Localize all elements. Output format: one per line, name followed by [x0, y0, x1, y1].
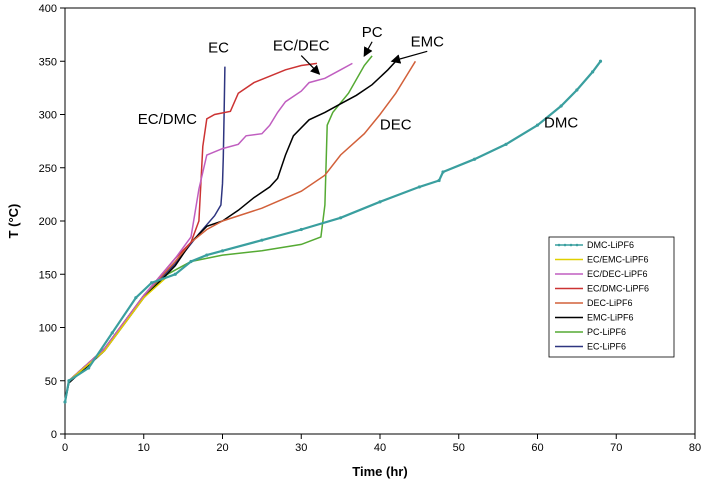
- data-point: [63, 400, 67, 404]
- legend-entry: DMC-LiPF6: [587, 240, 634, 250]
- data-point: [504, 142, 508, 146]
- data-point: [472, 157, 477, 161]
- x-axis-title: Time (hr): [352, 464, 407, 479]
- data-point: [150, 281, 154, 285]
- x-tick-label: 20: [216, 442, 228, 454]
- y-tick-label: 400: [39, 3, 57, 15]
- y-tick-label: 50: [45, 376, 57, 388]
- y-tick-label: 350: [39, 56, 57, 68]
- series-line-ec-dec-lipf6: [64, 62, 353, 403]
- data-point: [378, 200, 382, 204]
- legend-marker: [563, 243, 567, 247]
- x-tick-label: 70: [610, 442, 622, 454]
- x-tick-label: 30: [295, 442, 307, 454]
- plot-area: [64, 7, 696, 435]
- y-tick-label: 250: [39, 163, 57, 175]
- legend-entry: EC/DMC-LiPF6: [587, 284, 649, 294]
- x-tick-label: 0: [62, 442, 68, 454]
- data-point: [535, 123, 540, 127]
- annotation-dec: DEC: [380, 116, 412, 133]
- legend-marker: [575, 243, 579, 247]
- data-point: [134, 296, 138, 300]
- legend-entry: EMC-LiPF6: [587, 313, 634, 323]
- data-point: [559, 104, 563, 108]
- data-point: [339, 216, 343, 220]
- annotation-ec-dec: EC/DEC: [273, 38, 330, 55]
- annotation-ec: EC: [208, 40, 229, 57]
- x-tick-label: 40: [374, 442, 386, 454]
- y-tick-label: 150: [39, 269, 57, 281]
- data-point: [220, 249, 225, 253]
- legend-entry: EC-LiPF6: [587, 342, 626, 352]
- data-point: [67, 379, 71, 383]
- annotation-ec-dmc: EC/DMC: [138, 111, 197, 128]
- annotation-arrow: [363, 41, 373, 57]
- annotation-dmc: DMC: [544, 114, 578, 131]
- annotation-emc: EMC: [411, 33, 445, 50]
- legend-marker: [569, 243, 573, 247]
- data-point: [110, 331, 114, 335]
- legend: DMC-LiPF6 EC/EMC-LiPF6 EC/DEC-LiPF6 EC/DMC-…: [548, 236, 675, 358]
- x-tick-label: 80: [689, 442, 701, 454]
- data-point: [189, 259, 193, 264]
- legend-entry: EC/DEC-LiPF6: [587, 269, 648, 279]
- legend-box: [548, 236, 675, 358]
- annotation-arrow: [300, 55, 321, 75]
- series-layer: [63, 55, 603, 404]
- y-tick-label: 0: [51, 429, 57, 441]
- data-point: [205, 253, 209, 257]
- legend-marker: [557, 243, 561, 247]
- annotation-pc: PC: [362, 24, 383, 41]
- annotation-arrow: [390, 50, 428, 64]
- data-point: [260, 238, 264, 242]
- y-axis-title: T (°C): [6, 204, 21, 239]
- y-tick-label: 200: [39, 216, 57, 228]
- y-tick-label: 300: [39, 110, 57, 122]
- series-line-ec-emc-lipf6: [64, 275, 168, 403]
- series-line-dec-lipf6: [64, 60, 417, 403]
- legend-entry: DEC-LiPF6: [587, 298, 633, 308]
- y-tick-label: 100: [39, 323, 57, 335]
- data-point: [575, 88, 579, 92]
- legend-entry: EC/EMC-LiPF6: [587, 255, 649, 265]
- data-point: [417, 185, 421, 189]
- axes: 0 10 20 30 40 50 60 70 80 0 50 100 150 200 250 300 350 40…: [39, 3, 701, 454]
- data-point: [591, 70, 595, 74]
- x-tick-label: 60: [531, 442, 543, 454]
- legend-entry: PC-LiPF6: [587, 327, 626, 337]
- data-point: [299, 227, 303, 232]
- x-tick-label: 10: [138, 442, 150, 454]
- series-line-dmc-lipf6: [63, 60, 602, 403]
- annotations: EC EC/DEC PC EMC EC/DMC DEC DMC: [138, 24, 579, 134]
- data-point: [173, 272, 177, 276]
- series-line-pc-lipf6: [64, 55, 373, 403]
- data-point: [598, 59, 603, 63]
- series-line-emc-lipf6: [64, 60, 397, 403]
- x-tick-label: 50: [453, 442, 465, 454]
- data-point: [441, 170, 445, 174]
- data-point: [437, 178, 441, 183]
- data-point: [87, 366, 91, 370]
